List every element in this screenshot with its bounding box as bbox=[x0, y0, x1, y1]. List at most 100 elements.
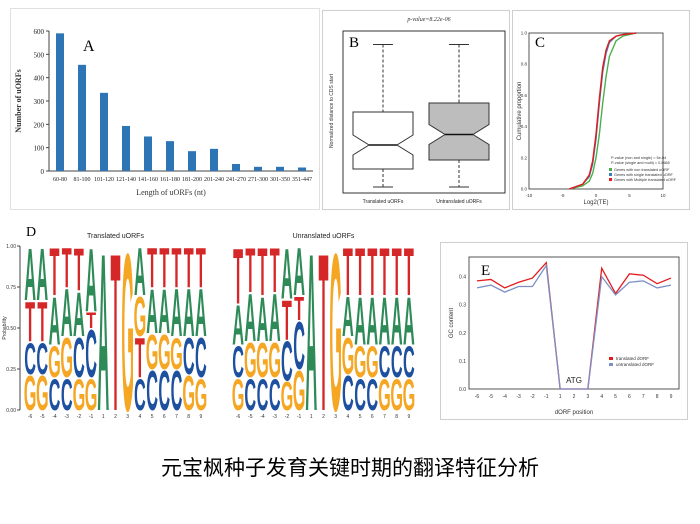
logo-letter: C bbox=[49, 370, 61, 420]
plot-frame bbox=[342, 30, 506, 194]
logo-letter: A bbox=[244, 282, 256, 356]
logo-letter: T bbox=[343, 236, 353, 310]
y-axis-label: Cumulative proportion bbox=[517, 82, 523, 141]
y-tick-label: 0.4 bbox=[521, 124, 528, 129]
y-tick-label: 200 bbox=[34, 121, 45, 129]
logo-letter: C bbox=[85, 318, 97, 392]
logo-letter: T bbox=[392, 236, 402, 310]
x-tick-label: -6 bbox=[475, 394, 480, 400]
logo-letter: A bbox=[195, 277, 207, 351]
panel-letter: B bbox=[349, 35, 359, 51]
logo-letter: T bbox=[294, 289, 304, 327]
x-tick-label: -3 bbox=[516, 394, 521, 400]
y-tick-label: 0.75 bbox=[6, 285, 16, 291]
y-tick-label: 0.2 bbox=[459, 331, 466, 337]
y-tick-label: 0.0 bbox=[521, 187, 528, 192]
x-tick-label: 3 bbox=[586, 394, 589, 400]
legend-label: untranslated dORF bbox=[616, 362, 654, 367]
legend-swatch bbox=[609, 357, 613, 360]
x-tick-label: 8 bbox=[187, 414, 190, 420]
x-tick-label: 3 bbox=[334, 414, 337, 420]
x-tick-label: 6 bbox=[163, 414, 166, 420]
gc-line bbox=[476, 263, 672, 390]
logo-letter: G bbox=[281, 373, 294, 419]
logo-letter: T bbox=[355, 236, 365, 310]
logo-letter: A bbox=[342, 286, 354, 348]
bar bbox=[276, 166, 284, 171]
logo-letter: G bbox=[48, 337, 61, 388]
logo-letter: A bbox=[257, 284, 269, 355]
x-tick-label: -3 bbox=[64, 414, 69, 420]
x-tick-label: 101-120 bbox=[94, 177, 114, 183]
logo-letter: T bbox=[196, 237, 206, 299]
logo-letter: G bbox=[390, 370, 403, 420]
x-tick-label: 351-447 bbox=[292, 177, 312, 183]
x-tick-label: -6 bbox=[28, 414, 33, 420]
box bbox=[428, 102, 490, 161]
logo-letter: C bbox=[269, 370, 281, 420]
logo-letter: A bbox=[281, 235, 293, 315]
x-tick-label: 2 bbox=[573, 394, 576, 400]
logo-letter: C bbox=[342, 366, 354, 420]
logo-letter: A bbox=[24, 234, 36, 317]
y-axis-label: GC content bbox=[449, 307, 455, 338]
x-tick-label: 9 bbox=[670, 394, 673, 400]
x-tick-label: 9 bbox=[200, 414, 203, 420]
x-tick-label: 121-140 bbox=[116, 177, 136, 183]
logo-letter: C bbox=[73, 327, 85, 389]
y-tick-label: 0.1 bbox=[459, 359, 466, 365]
logo-letter: T bbox=[159, 237, 169, 299]
logo-letter: G bbox=[182, 366, 195, 420]
x-tick-label: 5 bbox=[151, 414, 154, 420]
x-tick-label: -4 bbox=[52, 414, 57, 420]
logo-letter: T bbox=[319, 222, 329, 420]
logo-letter: A bbox=[85, 231, 97, 331]
logo-letter: T bbox=[147, 237, 157, 299]
logo-letter: T bbox=[86, 309, 96, 334]
x-tick-label: 8 bbox=[656, 394, 659, 400]
y-tick-label: 0.3 bbox=[459, 303, 466, 309]
x-tick-label: 60-80 bbox=[53, 177, 67, 183]
logo-letter: C bbox=[391, 337, 403, 388]
y-tick-label: 0 bbox=[41, 168, 45, 176]
y-tick-label: 0.0 bbox=[459, 387, 466, 393]
x-tick-label: 7 bbox=[175, 414, 178, 420]
x-tick-label: 1 bbox=[310, 414, 313, 420]
x-tick-label: 161-180 bbox=[160, 177, 180, 183]
logo-letter: G bbox=[232, 370, 245, 420]
gc-content-chart: 0.0 0.1 0.2 0.3 0.4 -6 -5 -4 -3 -2 -1 1 2 3 4 5 6 7 8 9 ATG t… bbox=[449, 256, 680, 416]
logo-letter: C bbox=[244, 370, 256, 420]
logo-letter: G bbox=[244, 333, 257, 388]
logo-letter: C bbox=[146, 360, 158, 420]
logo-letter: C bbox=[257, 370, 269, 420]
x-tick-label: 7 bbox=[383, 414, 386, 420]
logo-letter: T bbox=[50, 236, 60, 310]
x-axis-label: Log2(TE) bbox=[583, 200, 608, 206]
y-axis-label: Normalized distance to CDS start bbox=[329, 73, 335, 148]
y-tick-label: 1.0 bbox=[521, 31, 528, 36]
logo-letter: G bbox=[121, 222, 134, 420]
logo-letter: G bbox=[195, 370, 208, 420]
logo-letter: G bbox=[403, 370, 416, 420]
panel-letter: C bbox=[535, 35, 545, 51]
logo-letter: A bbox=[73, 279, 85, 350]
logo-letter: G bbox=[24, 366, 37, 420]
logo-letter: C bbox=[183, 328, 195, 386]
x-tick-label: 8 bbox=[395, 414, 398, 420]
logo-letter: G bbox=[256, 333, 269, 388]
y-tick-label: 0.8 bbox=[521, 62, 528, 67]
logo-letter: C bbox=[24, 334, 36, 385]
logo-letter: G bbox=[170, 329, 183, 380]
chart-title: p-value=8.22e-06 bbox=[406, 17, 450, 23]
logo-letter: T bbox=[367, 236, 377, 310]
x-tick-label: 10 bbox=[660, 193, 666, 198]
logo-letter: T bbox=[270, 234, 280, 305]
x-tick-label: -6 bbox=[236, 414, 241, 420]
logo-letter: G bbox=[73, 370, 86, 420]
x-tick-label: 7 bbox=[642, 394, 645, 400]
logo-letter: C bbox=[354, 370, 366, 420]
logo-letter: A bbox=[232, 294, 244, 356]
logo-letter: A bbox=[391, 285, 403, 359]
logo-letter: T bbox=[74, 237, 84, 304]
x-tick-label: 5 bbox=[628, 193, 631, 198]
